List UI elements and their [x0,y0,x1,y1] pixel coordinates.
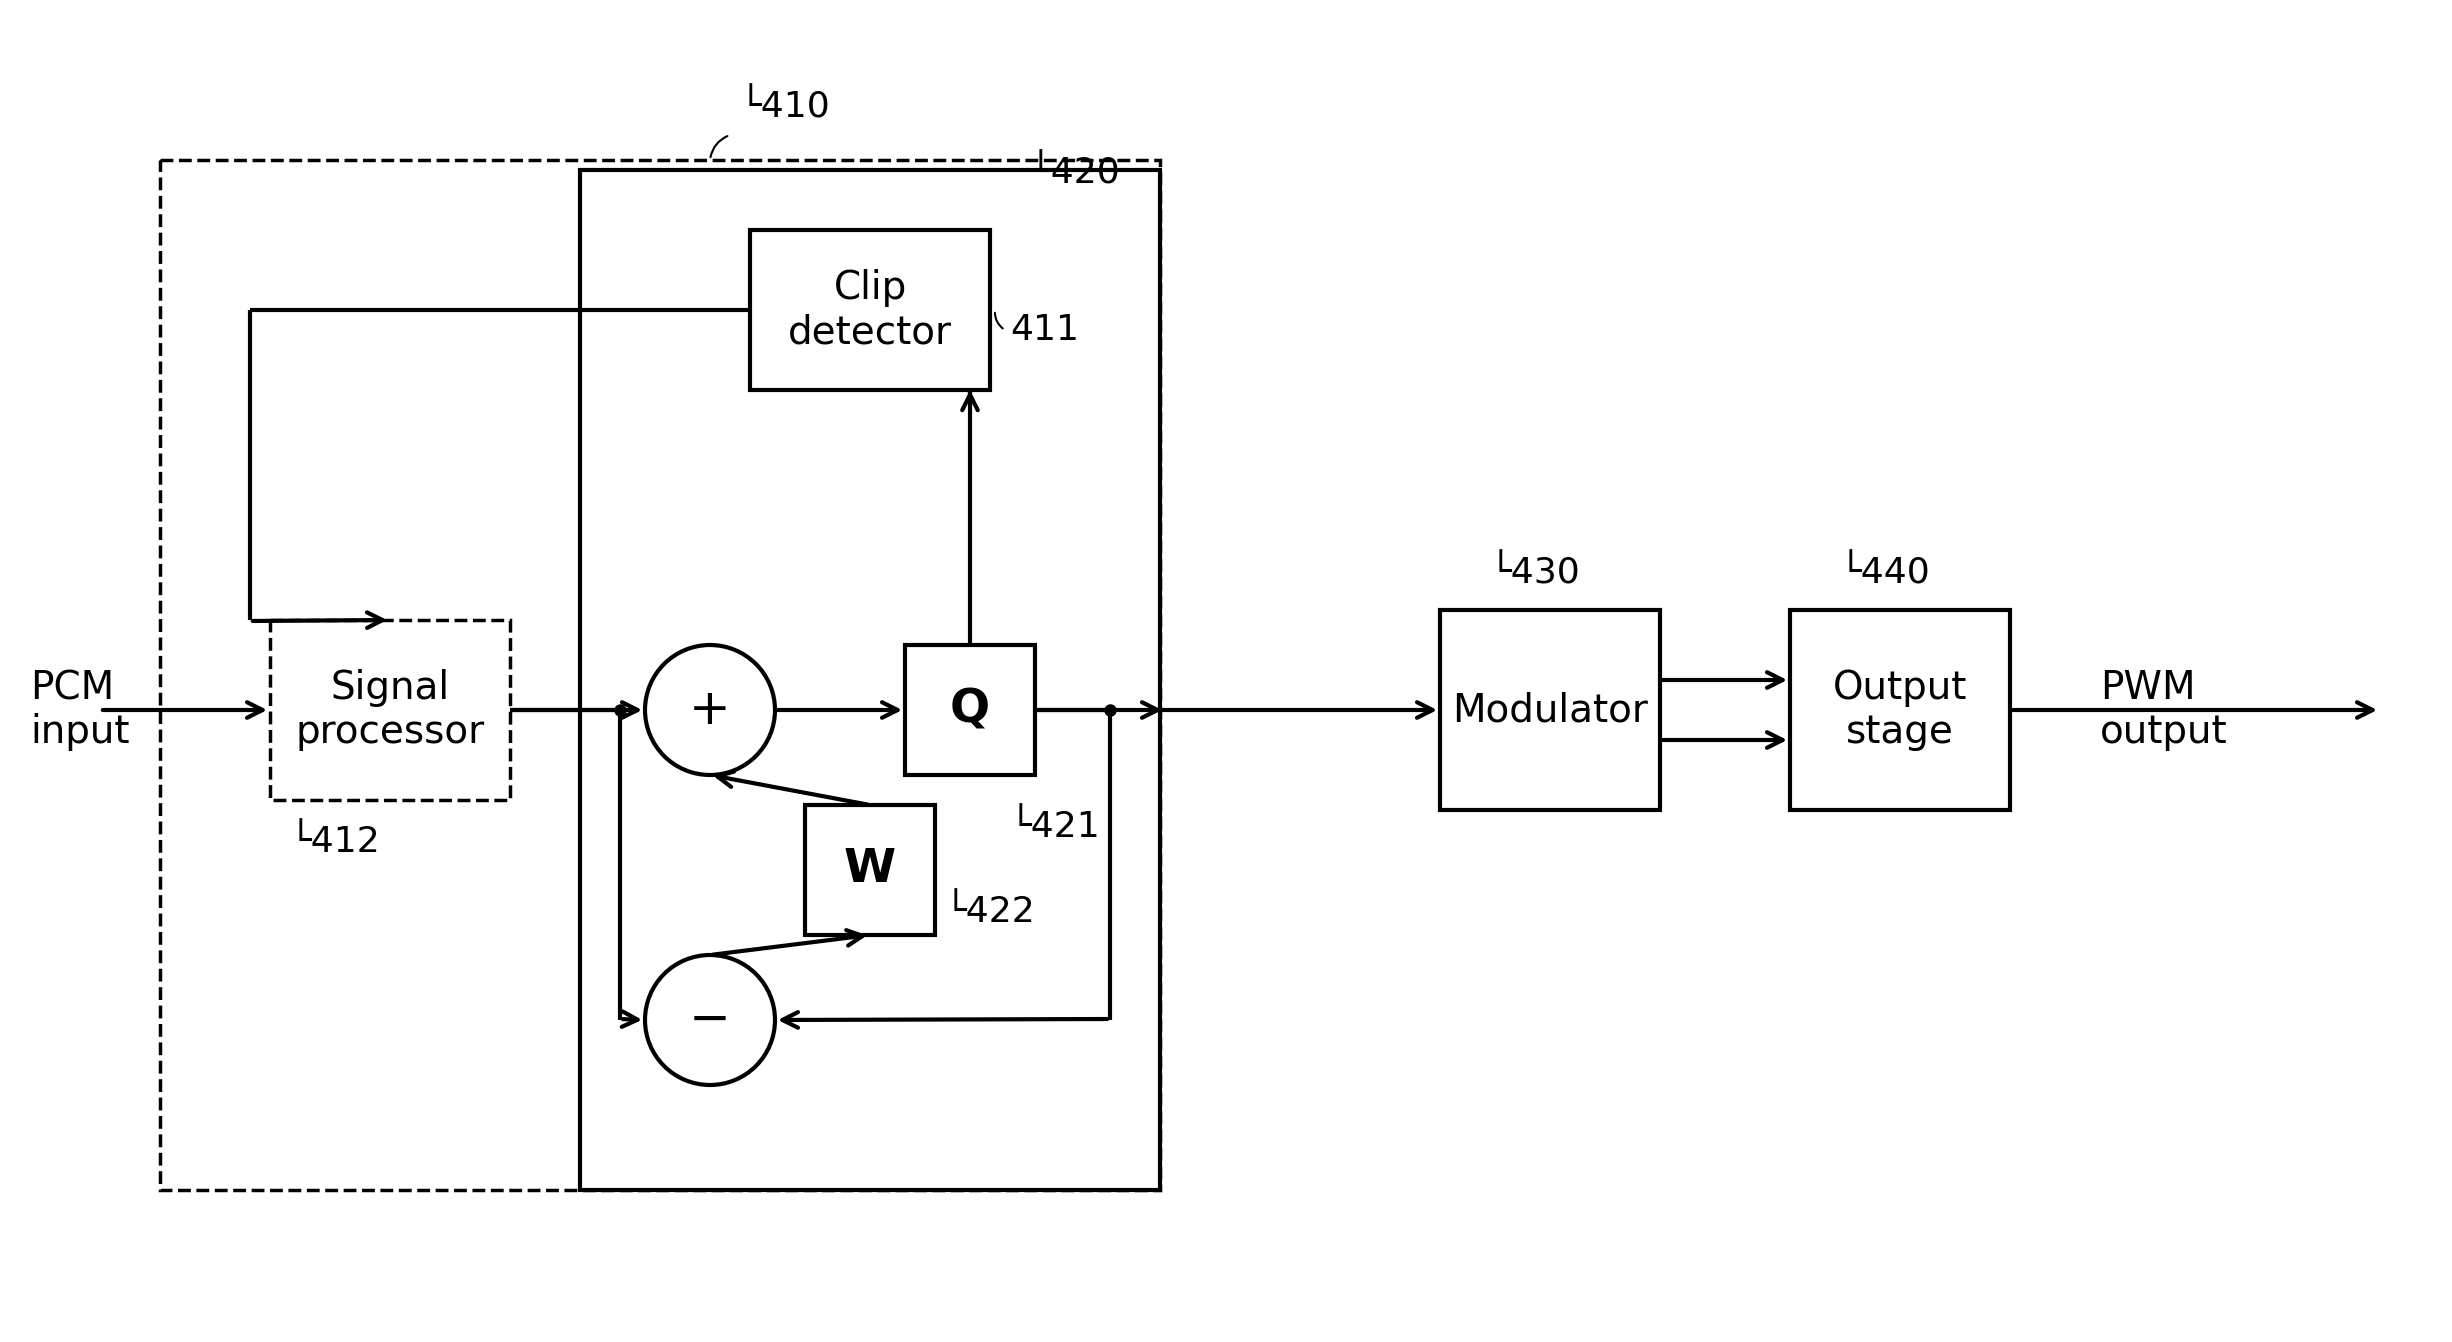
Text: └410: └410 [741,91,831,125]
Text: Q: Q [949,687,991,733]
Bar [750,229,991,391]
Text: PWM
output: PWM output [2099,670,2226,752]
Bar [905,646,1035,774]
Bar [581,170,1160,1190]
Bar [270,620,510,800]
Text: └421: └421 [1010,811,1101,844]
Text: 411: 411 [1010,313,1079,348]
Bar [159,160,1160,1190]
Text: −: − [689,996,731,1044]
Text: W: W [843,848,895,892]
Text: +: + [689,686,731,734]
Text: └412: └412 [289,825,380,859]
Text: └440: └440 [1839,556,1930,590]
Text: Signal
processor: Signal processor [294,670,485,752]
Text: Modulator: Modulator [1452,691,1648,729]
Bar [804,805,934,935]
Bar [1439,611,1660,811]
Circle shape [645,646,775,774]
Text: Output
stage: Output stage [1832,670,1967,752]
Text: PCM
input: PCM input [29,670,130,752]
Text: └430: └430 [1491,556,1582,590]
Text: └420: └420 [1030,156,1121,191]
Circle shape [645,956,775,1084]
Bar [1790,611,2011,811]
Text: └422: └422 [944,895,1035,929]
Text: Clip
detector: Clip detector [787,268,951,352]
